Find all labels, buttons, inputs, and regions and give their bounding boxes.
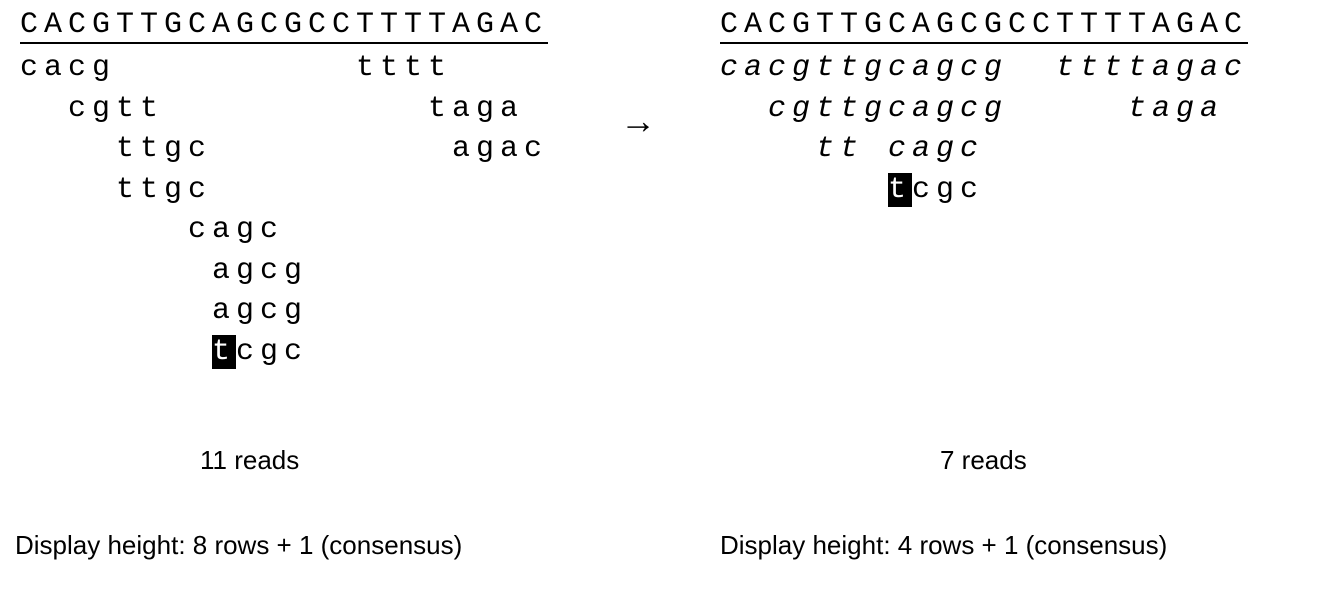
right-alignment: CACGTTGCAGCGCCTTTTAGAC cacgttgcagcg tttta… — [720, 10, 1248, 368]
read: cgttgcagcg — [768, 89, 1008, 130]
read: cgtt — [68, 89, 164, 130]
right-display-label: Display height: 4 rows + 1 (consensus) — [720, 530, 1167, 561]
read: agcg — [212, 251, 308, 292]
left-consensus: CACGTTGCAGCGCCTTTTAGAC — [20, 10, 548, 44]
right-reads-count: 7 reads — [940, 445, 1027, 476]
left-reads-count: 11 reads — [200, 445, 299, 476]
read: tcgc — [212, 332, 308, 373]
read: ttttagac — [1056, 48, 1248, 89]
read: taga — [428, 89, 524, 130]
read: agcg — [212, 291, 308, 332]
read: tttt — [356, 48, 452, 89]
left-reads: cacgttttcgtttagattgcagacttgccagcagcgagcg… — [20, 44, 548, 368]
left-alignment: CACGTTGCAGCGCCTTTTAGAC cacg tttt cgtt taga t… — [20, 10, 548, 368]
arrow-icon: → — [620, 100, 656, 142]
read: ttgc — [116, 129, 212, 170]
read: cacgttgcagcg — [720, 48, 1008, 89]
read: cacg — [20, 48, 116, 89]
read: agac — [452, 129, 548, 170]
left-display-label: Display height: 8 rows + 1 (consensus) — [15, 530, 462, 561]
read: ttgc — [116, 170, 212, 211]
read: tt cagc — [816, 129, 984, 170]
read: taga — [1128, 89, 1224, 130]
read: cagc — [188, 210, 284, 251]
right-reads: cacgttgcagcg ttttagac cgttgcagcg taga tt cag… — [720, 44, 1248, 368]
right-consensus: CACGTTGCAGCGCCTTTTAGAC — [720, 10, 1248, 44]
read: tcgc — [888, 170, 984, 211]
